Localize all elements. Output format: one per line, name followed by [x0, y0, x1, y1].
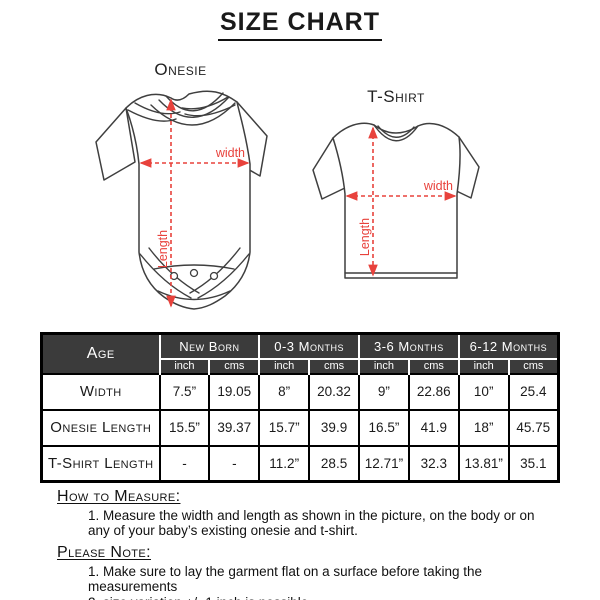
tshirt-width-arrow-label: width	[423, 179, 453, 193]
value-cell: 9”	[358, 372, 410, 411]
onesie-left-sleeve	[95, 107, 136, 181]
value-cell: -	[158, 444, 211, 483]
value-cell: 28.5	[308, 444, 360, 483]
value-cell: 11.2”	[258, 444, 311, 483]
note-item: 1. Make sure to lay the garment flat on …	[88, 564, 482, 594]
onesie-leg-binding-right	[197, 253, 250, 299]
value-cell: 12.71”	[358, 444, 410, 483]
tshirt-body-outline	[332, 122, 461, 279]
page-title: SIZE CHART	[218, 8, 382, 41]
value-cell: 10”	[457, 372, 510, 411]
unit-header-cell: cms	[507, 357, 560, 374]
onesie-neckline-outer	[150, 102, 236, 126]
snap-button	[189, 268, 199, 278]
column-group-0-3: 0-3 Months	[258, 332, 360, 359]
value-cell: 41.9	[407, 408, 460, 447]
value-cell: 39.37	[208, 408, 261, 447]
value-cell: 15.5”	[158, 408, 211, 447]
tshirt-collar-outer	[373, 124, 419, 142]
notes-area: How to Measure: 1. Measure the width and…	[57, 488, 562, 600]
page-title-wrap: SIZE CHART	[0, 8, 600, 41]
value-cell: 13.81”	[457, 444, 510, 483]
tshirt-length-arrow-label: Length	[358, 218, 372, 256]
table-units-row: inch cms inch cms inch cms inch cms	[42, 357, 560, 374]
note-item: 2. size variation +/- 1 inch is possible	[88, 595, 546, 600]
column-group-newborn: New Born	[158, 332, 261, 359]
value-cell: 18”	[457, 408, 510, 447]
value-cell: 16.5”	[358, 408, 410, 447]
snap-button	[209, 271, 219, 281]
onesie-neckline-middle	[158, 96, 230, 118]
unit-header-cell: cms	[208, 357, 261, 374]
how-to-measure-items: 1. Measure the width and length as shown…	[88, 508, 546, 538]
column-group-3-6: 3-6 Months	[358, 332, 460, 359]
tshirt-collar-inner	[377, 125, 415, 138]
value-cell: 8”	[258, 372, 311, 411]
value-cell: 7.5”	[158, 372, 211, 411]
unit-header-cell: inch	[457, 357, 510, 374]
onesie-diagram: width Length	[95, 90, 268, 310]
row-label-cell: Onesie Length	[40, 408, 161, 447]
table-row-tshirt-length: T-Shirt Length - - 11.2” 28.5 12.71” 32.…	[40, 444, 560, 483]
tshirt-diagram-label: T-Shirt	[367, 87, 425, 106]
value-cell: 35.1	[507, 444, 560, 483]
size-table: Age New Born 0-3 Months 3-6 Months 6-12 …	[40, 332, 560, 483]
value-cell: 32.3	[407, 444, 460, 483]
column-group-6-12: 6-12 Months	[457, 332, 560, 359]
note-item: 1. Measure the width and length as shown…	[88, 508, 535, 538]
value-cell: 15.7”	[258, 408, 311, 447]
onesie-width-arrow-label: width	[215, 146, 245, 160]
please-note-section: Please Note: 1. Make sure to lay the gar…	[57, 544, 562, 600]
tshirt-diagram: width Length	[312, 122, 480, 279]
row-label-cell: T-Shirt Length	[40, 444, 161, 483]
value-cell: -	[208, 444, 261, 483]
onesie-snap-strip	[153, 264, 235, 270]
how-to-measure-section: How to Measure: 1. Measure the width and…	[57, 488, 562, 538]
onesie-flap-hem	[157, 290, 231, 301]
row-label-cell: Width	[40, 372, 161, 411]
table-header-row: Age New Born 0-3 Months 3-6 Months 6-12 …	[40, 332, 560, 374]
value-cell: 19.05	[208, 372, 261, 411]
unit-header-cell: inch	[258, 357, 311, 374]
value-cell: 45.75	[507, 408, 560, 447]
value-cell: 25.4	[507, 372, 560, 411]
onesie-lap-band-right-inner	[181, 96, 229, 110]
unit-header-cell: inch	[158, 357, 211, 374]
onesie-leg-binding-left	[139, 253, 192, 299]
onesie-body-outline	[125, 90, 251, 310]
value-cell: 20.32	[308, 372, 360, 411]
value-cell: 22.86	[407, 372, 460, 411]
onesie-length-arrow-label: Length	[156, 230, 170, 268]
unit-header-cell: cms	[308, 357, 360, 374]
please-note-items: 1. Make sure to lay the garment flat on …	[88, 564, 546, 600]
please-note-heading: Please Note:	[57, 544, 151, 561]
onesie-diagram-label: Onesie	[154, 60, 207, 79]
table-row-width: Width 7.5” 19.05 8” 20.32 9” 22.86 10” 2…	[40, 372, 560, 411]
unit-header-cell: inch	[358, 357, 410, 374]
table-row-onesie-length: Onesie Length 15.5” 39.37 15.7” 39.9 16.…	[40, 408, 560, 447]
value-cell: 39.9	[308, 408, 360, 447]
how-to-measure-heading: How to Measure:	[57, 488, 181, 505]
age-header-cell: Age	[40, 332, 161, 374]
unit-header-cell: cms	[407, 357, 460, 374]
